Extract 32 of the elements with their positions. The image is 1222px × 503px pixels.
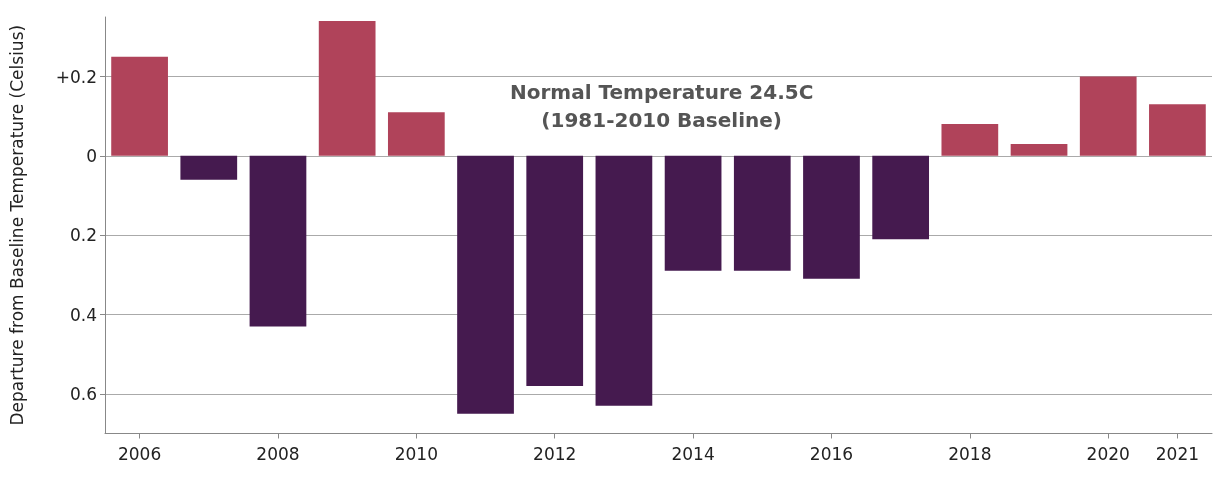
bar <box>941 124 999 156</box>
y-tick-label: +0.2 <box>55 66 97 87</box>
y-tick-label: 0.6 <box>69 383 97 404</box>
x-tick-label: 2016 <box>809 444 854 464</box>
bar <box>733 155 791 271</box>
bar <box>803 155 860 279</box>
y-axis-title: Departure from Baseline Temperature (Celsius) <box>6 24 27 426</box>
annotation: Normal Temperature 24.5C (1981-2010 Baseline) <box>510 80 814 132</box>
x-tick-label: 2010 <box>394 444 438 464</box>
bar <box>318 20 376 156</box>
bar <box>1079 76 1137 156</box>
x-tick-label: 2018 <box>948 444 992 464</box>
bar <box>457 155 514 414</box>
bar <box>111 56 168 156</box>
y-tick-label: 0 <box>86 145 97 166</box>
bar <box>1010 143 1068 156</box>
bar <box>249 155 307 327</box>
x-tick-label: 2021 <box>1155 444 1200 464</box>
bar <box>872 155 930 240</box>
y-tick-label: 0.2 <box>69 225 97 246</box>
bar <box>387 112 445 156</box>
bar <box>180 155 238 180</box>
bar <box>526 155 584 386</box>
bar <box>664 155 722 271</box>
x-tick-label: 2008 <box>256 444 300 464</box>
x-tick-label: 2020 <box>1086 444 1130 464</box>
bar <box>595 155 653 406</box>
x-tick-label: 2012 <box>533 444 577 464</box>
x-tick-label: 2006 <box>117 444 162 464</box>
y-tick-label: 0.4 <box>69 304 97 325</box>
bar <box>1149 104 1206 156</box>
x-tick-label: 2014 <box>671 444 715 464</box>
